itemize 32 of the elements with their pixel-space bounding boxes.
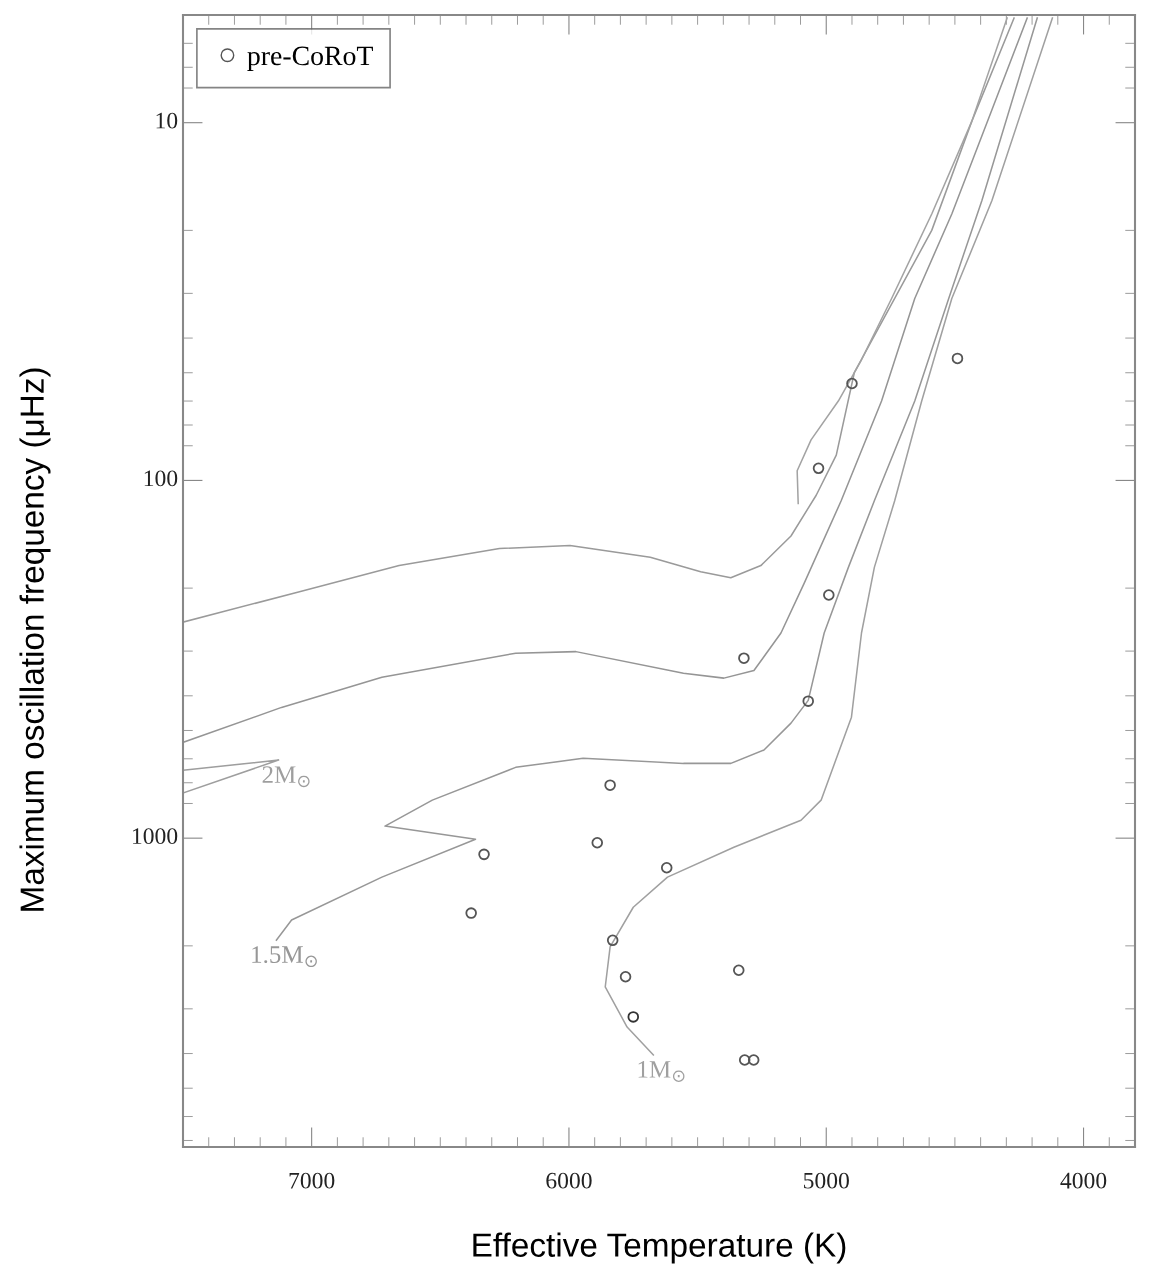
legend-label: pre-CoRoT	[247, 46, 373, 71]
y-tick-label: 1000	[132, 828, 178, 845]
point	[604, 779, 616, 791]
point	[627, 1011, 640, 1023]
y-axis-title: Maximum oscillation frequency (μHz)	[19, 368, 51, 911]
point	[732, 964, 745, 977]
point	[802, 695, 814, 707]
y-tick-label: 10	[156, 112, 178, 129]
series-label: 1M$_{⊙}$	[638, 1061, 685, 1082]
point	[738, 1054, 751, 1066]
x-axis-title: Effective Temperature (K)	[473, 1232, 846, 1264]
point	[660, 862, 673, 874]
line-series	[183, 17, 1015, 623]
x-tick-label: 5000	[804, 1172, 849, 1189]
series-label: 2M$_{⊙}$	[262, 766, 310, 788]
point	[738, 652, 750, 664]
point	[619, 970, 632, 983]
series-label: 1.5M$_{⊙}$	[252, 946, 317, 968]
x-tick-label: 7000	[289, 1172, 335, 1189]
point	[823, 589, 835, 601]
x-tick-label: 6000	[546, 1172, 592, 1189]
point	[846, 377, 858, 390]
point	[591, 836, 604, 849]
y-tick-label: 100	[144, 470, 178, 487]
point	[951, 352, 964, 365]
point	[747, 1054, 760, 1066]
x-tick-label: 4000	[1060, 1172, 1107, 1189]
line-series	[183, 17, 1028, 744]
point	[606, 934, 619, 947]
point	[812, 462, 825, 475]
point	[478, 848, 490, 861]
point	[465, 907, 477, 919]
